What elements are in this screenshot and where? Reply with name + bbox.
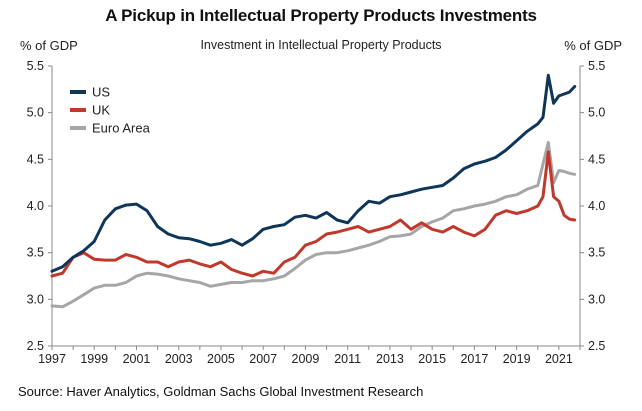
x-tick-label: 2021 (545, 352, 573, 366)
series-line-euro-area (50, 141, 577, 309)
x-tick-label: 2019 (503, 352, 531, 366)
y-tick-label-right: 3.5 (588, 246, 605, 260)
chart-subtitle: Investment in Intellectual Property Prod… (200, 38, 442, 52)
x-tick-label: 2001 (123, 352, 151, 366)
left-axis-unit-label: % of GDP (20, 38, 78, 53)
series-line-uk (50, 150, 577, 278)
x-tick-label: 2013 (376, 352, 404, 366)
y-tick-label-left: 5.5 (27, 59, 44, 73)
y-tick-label-right: 5.0 (588, 106, 605, 120)
y-tick-label-left: 2.5 (27, 339, 44, 353)
y-tick-label-right: 2.5 (588, 339, 605, 353)
y-tick-label-right: 4.0 (588, 199, 605, 213)
legend-label-us: US (92, 85, 110, 100)
chart-title: A Pickup in Intellectual Property Produc… (105, 6, 537, 25)
x-tick-label: 1999 (80, 352, 108, 366)
x-tick-label: 2015 (418, 352, 446, 366)
y-tick-label-right: 3.0 (588, 292, 605, 306)
x-tick-label: 2007 (249, 352, 277, 366)
x-tick-label: 2005 (207, 352, 235, 366)
right-axis-unit-label: % of GDP (564, 38, 622, 53)
x-tick-label: 1997 (38, 352, 66, 366)
x-tick-label: 2003 (165, 352, 193, 366)
y-tick-label-left: 4.0 (27, 199, 44, 213)
source-note: Source: Haver Analytics, Goldman Sachs G… (18, 384, 424, 399)
y-tick-label-left: 4.5 (27, 152, 44, 166)
x-tick-label: 2011 (334, 352, 361, 366)
legend-label-euro-area: Euro Area (92, 121, 151, 136)
y-tick-label-right: 4.5 (588, 152, 605, 166)
series-line-us (50, 73, 577, 273)
y-tick-label-left: 5.0 (27, 106, 44, 120)
x-tick-label: 2017 (460, 352, 488, 366)
legend-label-uk: UK (92, 103, 110, 118)
y-tick-label-left: 3.5 (27, 246, 44, 260)
x-tick-label: 2009 (292, 352, 320, 366)
y-tick-label-left: 3.0 (27, 292, 44, 306)
y-tick-label-right: 5.5 (588, 59, 605, 73)
